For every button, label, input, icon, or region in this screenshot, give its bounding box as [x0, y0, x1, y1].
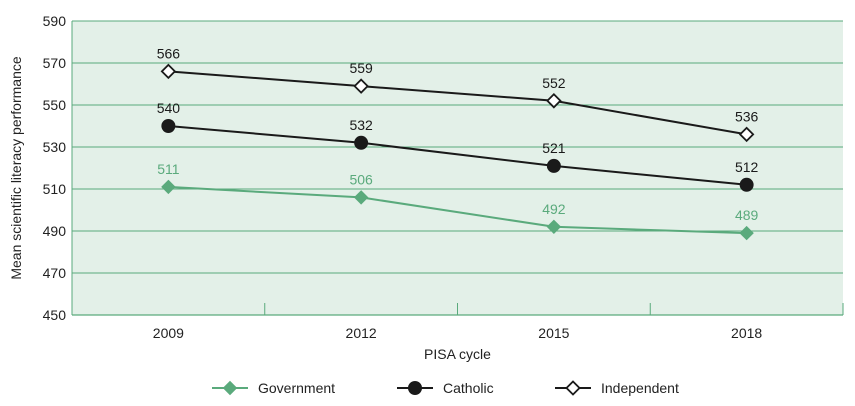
data-label-independent: 536: [735, 108, 759, 124]
data-label-catholic: 512: [735, 159, 759, 175]
data-label-catholic: 521: [542, 140, 566, 156]
data-point-government: [546, 219, 562, 235]
data-point-government: [353, 190, 369, 205]
data-label-government: 506: [349, 171, 373, 187]
y-tick-label: 550: [43, 97, 67, 113]
y-tick-label: 530: [43, 139, 67, 155]
data-point-independent: [160, 63, 177, 80]
data-point-catholic: [161, 119, 176, 133]
legend-item-government: Government: [212, 380, 335, 396]
legend-label: Government: [258, 380, 335, 396]
data-point-government: [739, 225, 754, 241]
data-label-government: 511: [157, 161, 180, 177]
data-label-independent: 552: [542, 75, 566, 91]
y-axis-ticks: 450 470 490 510 530 550 570 590: [43, 13, 67, 323]
legend-label: Catholic: [443, 380, 494, 396]
y-tick-label: 590: [43, 13, 67, 29]
x-axis-ticks: 2009 2012 2015 2018: [71, 303, 844, 341]
series-government: 511 506 492 489: [157, 161, 759, 241]
series-line-catholic: [168, 125, 747, 186]
data-label-government: 492: [542, 201, 566, 217]
legend-marker: [222, 380, 238, 396]
data-point-catholic: [739, 177, 754, 192]
data-label-independent: 566: [157, 45, 181, 61]
data-point-catholic: [354, 135, 369, 150]
plot-area: [72, 21, 843, 315]
series-independent: 566 559 552 536: [157, 45, 759, 143]
data-label-catholic: 540: [157, 100, 181, 116]
y-tick-label: 490: [43, 223, 67, 239]
y-tick-label: 570: [43, 55, 67, 71]
y-axis-label: Mean scientific literacy performance: [8, 56, 24, 280]
data-label-catholic: 532: [349, 117, 373, 133]
legend-label: Independent: [601, 380, 679, 396]
series-group: 511 506 492 489 540 532 521 512 566 559 552 536: [157, 45, 759, 241]
legend-item-catholic: Catholic: [397, 380, 494, 396]
y-tick-label: 450: [43, 307, 67, 323]
x-tick-label: 2015: [538, 325, 569, 341]
data-label-government: 489: [735, 207, 759, 223]
legend-marker: [565, 380, 581, 396]
x-tick-label: 2018: [731, 325, 762, 341]
y-tick-label: 470: [43, 265, 67, 281]
data-point-government: [161, 179, 176, 195]
series-catholic: 540 532 521 512: [157, 100, 759, 192]
data-point-independent: [546, 93, 562, 109]
data-label-independent: 559: [349, 60, 373, 76]
data-point-independent: [353, 78, 369, 94]
x-tick-label: 2012: [346, 325, 377, 341]
series-line-government: [168, 185, 747, 235]
legend-marker: [408, 381, 422, 395]
x-axis-label: PISA cycle: [424, 346, 491, 362]
x-tick-label: 2009: [153, 325, 184, 341]
data-point-independent: [738, 126, 755, 143]
legend: Government Catholic Independent: [212, 380, 679, 396]
legend-item-independent: Independent: [555, 380, 679, 396]
data-point-catholic: [546, 158, 561, 173]
y-tick-label: 510: [43, 181, 67, 197]
series-line-independent: [168, 70, 747, 136]
